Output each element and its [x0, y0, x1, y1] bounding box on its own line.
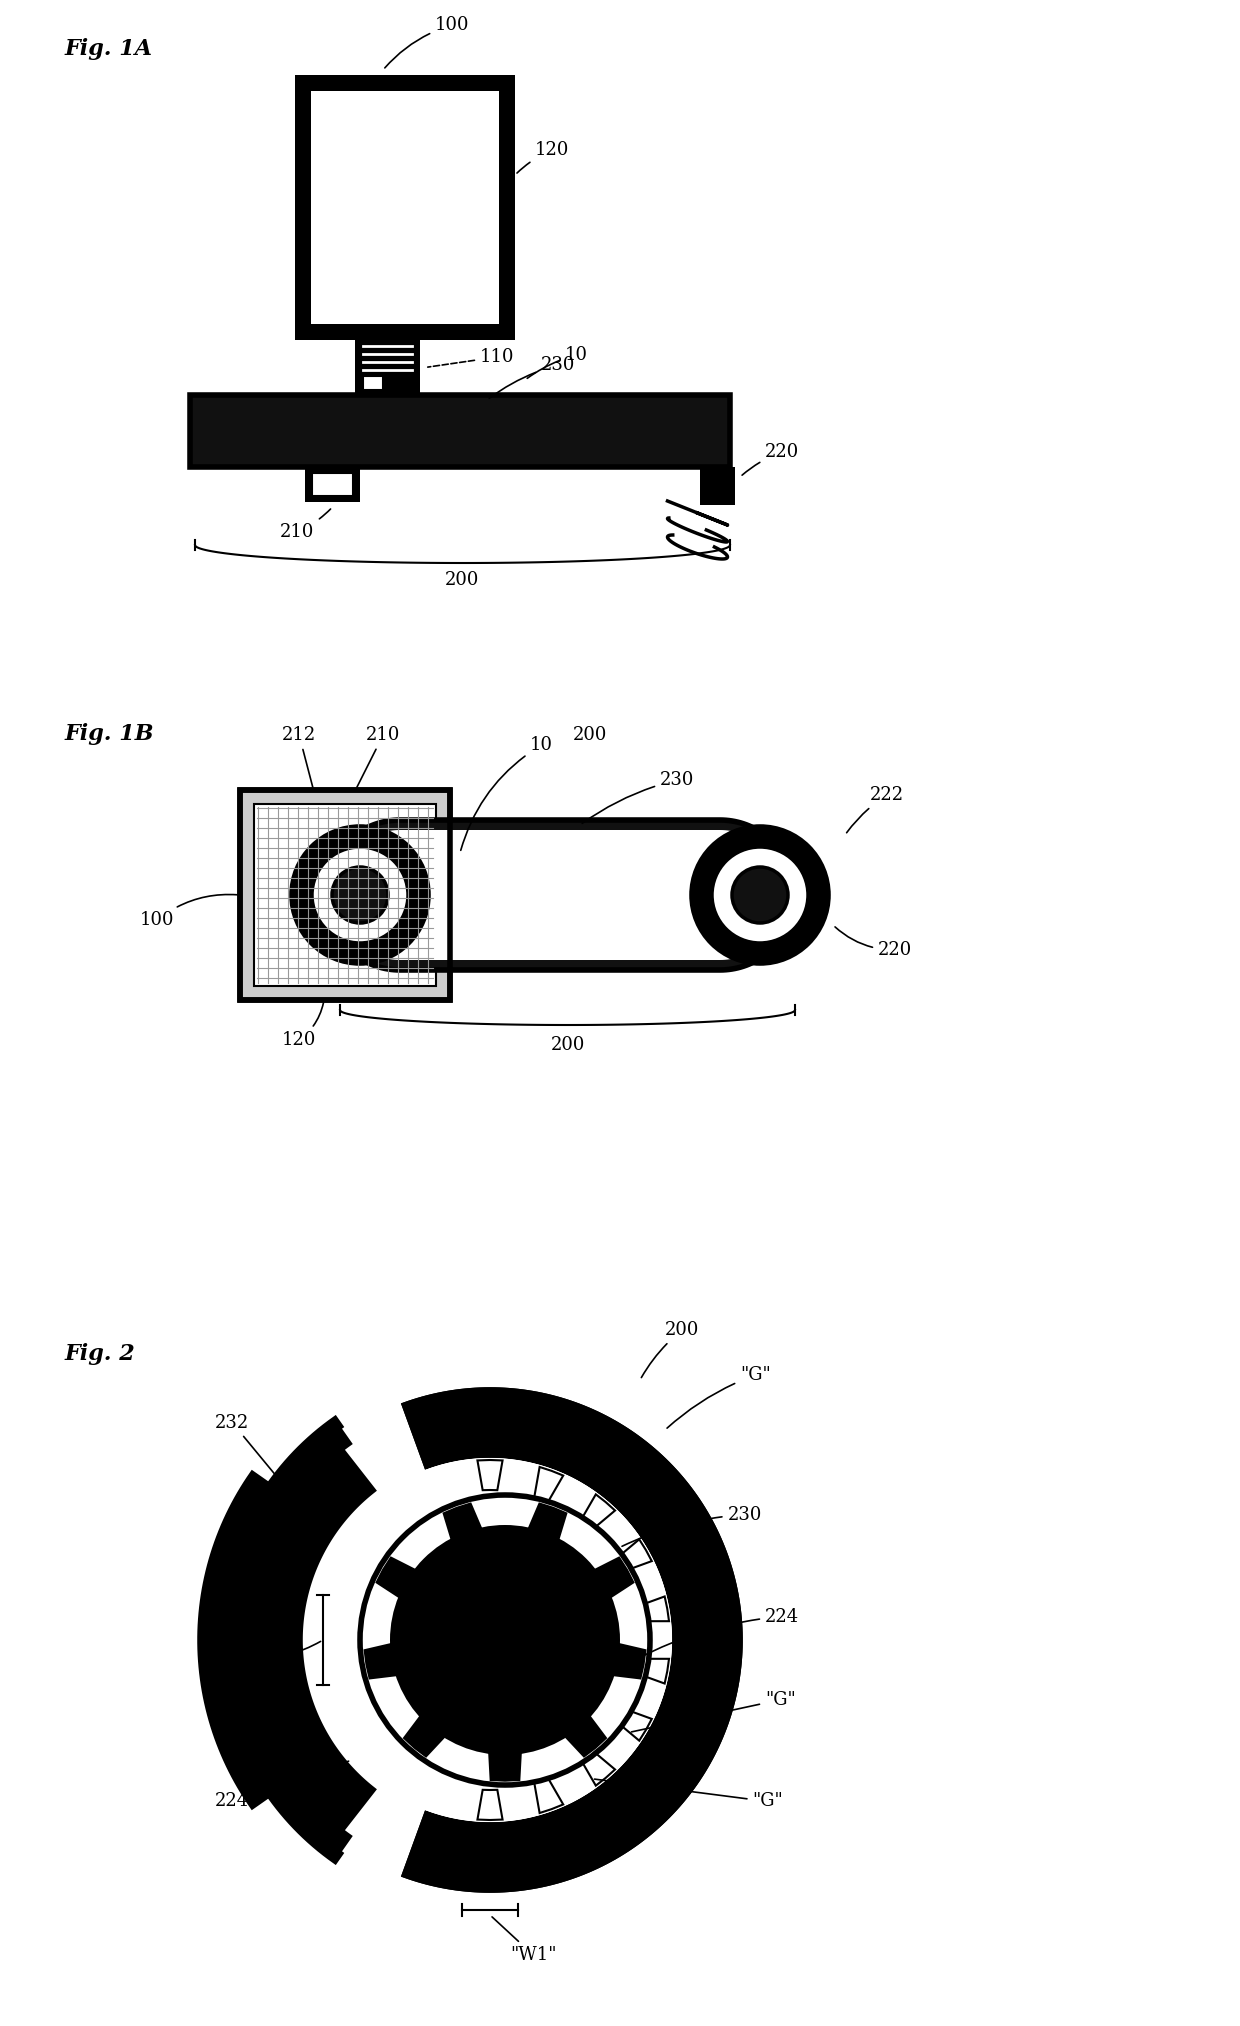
Polygon shape: [342, 1793, 388, 1856]
Text: "G": "G": [631, 1692, 796, 1732]
Polygon shape: [616, 1540, 652, 1572]
Polygon shape: [580, 1495, 615, 1530]
Text: Fig. 2: Fig. 2: [64, 1343, 135, 1366]
Text: 210: 210: [280, 509, 331, 541]
Polygon shape: [616, 1708, 652, 1740]
Text: 110: 110: [428, 348, 515, 367]
Text: Fig. 1B: Fig. 1B: [64, 723, 155, 746]
Polygon shape: [405, 1714, 446, 1755]
Text: 220: 220: [742, 444, 800, 476]
Polygon shape: [490, 1748, 521, 1781]
Polygon shape: [534, 1467, 563, 1501]
Text: 230: 230: [622, 1505, 761, 1546]
Text: "W2": "W2": [202, 1641, 321, 1663]
Polygon shape: [534, 1779, 563, 1813]
Polygon shape: [342, 1424, 388, 1487]
Polygon shape: [254, 804, 436, 987]
Circle shape: [308, 1459, 672, 1821]
Polygon shape: [610, 1643, 645, 1678]
Text: 210: 210: [357, 725, 401, 788]
Polygon shape: [363, 377, 383, 389]
Text: 200: 200: [445, 571, 480, 590]
Text: 200: 200: [573, 725, 608, 744]
Text: 200: 200: [641, 1321, 699, 1378]
Circle shape: [443, 1578, 567, 1702]
Polygon shape: [219, 1418, 351, 1862]
Circle shape: [712, 847, 808, 942]
Polygon shape: [335, 831, 785, 960]
Polygon shape: [200, 1473, 273, 1807]
Polygon shape: [636, 1659, 670, 1684]
Text: "G": "G": [594, 1779, 784, 1811]
Polygon shape: [477, 1461, 502, 1491]
Circle shape: [308, 1459, 672, 1821]
Polygon shape: [701, 468, 735, 504]
Polygon shape: [295, 75, 515, 340]
Text: 200: 200: [551, 1035, 585, 1054]
Text: "W1": "W1": [492, 1917, 557, 1963]
Polygon shape: [591, 1558, 632, 1599]
Text: 100: 100: [384, 16, 470, 69]
Circle shape: [391, 1526, 620, 1755]
Circle shape: [332, 867, 388, 924]
Circle shape: [692, 827, 828, 962]
Text: 10: 10: [461, 735, 553, 851]
Polygon shape: [477, 1789, 502, 1819]
Text: 222: 222: [847, 786, 904, 833]
Polygon shape: [325, 821, 795, 970]
Text: 220: 220: [835, 926, 913, 958]
Polygon shape: [305, 468, 360, 502]
Text: 120: 120: [517, 142, 569, 172]
Text: 100: 100: [140, 895, 237, 930]
Polygon shape: [236, 1438, 373, 1842]
Text: 224: 224: [641, 1607, 799, 1657]
Circle shape: [291, 827, 428, 962]
Text: Fig. 1A: Fig. 1A: [64, 38, 153, 61]
Polygon shape: [241, 790, 450, 1001]
Text: 10: 10: [527, 346, 588, 379]
Circle shape: [360, 1495, 650, 1785]
Text: 120: 120: [281, 1003, 324, 1049]
Polygon shape: [636, 1596, 670, 1621]
Polygon shape: [190, 395, 730, 468]
Polygon shape: [355, 340, 420, 395]
Polygon shape: [366, 1643, 401, 1678]
Polygon shape: [377, 1558, 418, 1599]
Text: "G": "G": [667, 1366, 771, 1428]
Polygon shape: [312, 472, 353, 496]
Polygon shape: [563, 1714, 605, 1755]
Polygon shape: [404, 1390, 740, 1890]
Circle shape: [312, 847, 408, 942]
Polygon shape: [311, 91, 498, 324]
Text: 212: 212: [281, 725, 316, 788]
Polygon shape: [404, 1390, 740, 1890]
Polygon shape: [580, 1750, 615, 1785]
Text: 230: 230: [490, 357, 575, 399]
Text: 230: 230: [583, 772, 694, 823]
Text: 224: 224: [215, 1761, 348, 1811]
Polygon shape: [528, 1505, 565, 1544]
Circle shape: [732, 867, 787, 924]
Text: 232: 232: [215, 1414, 275, 1475]
Polygon shape: [444, 1505, 482, 1544]
